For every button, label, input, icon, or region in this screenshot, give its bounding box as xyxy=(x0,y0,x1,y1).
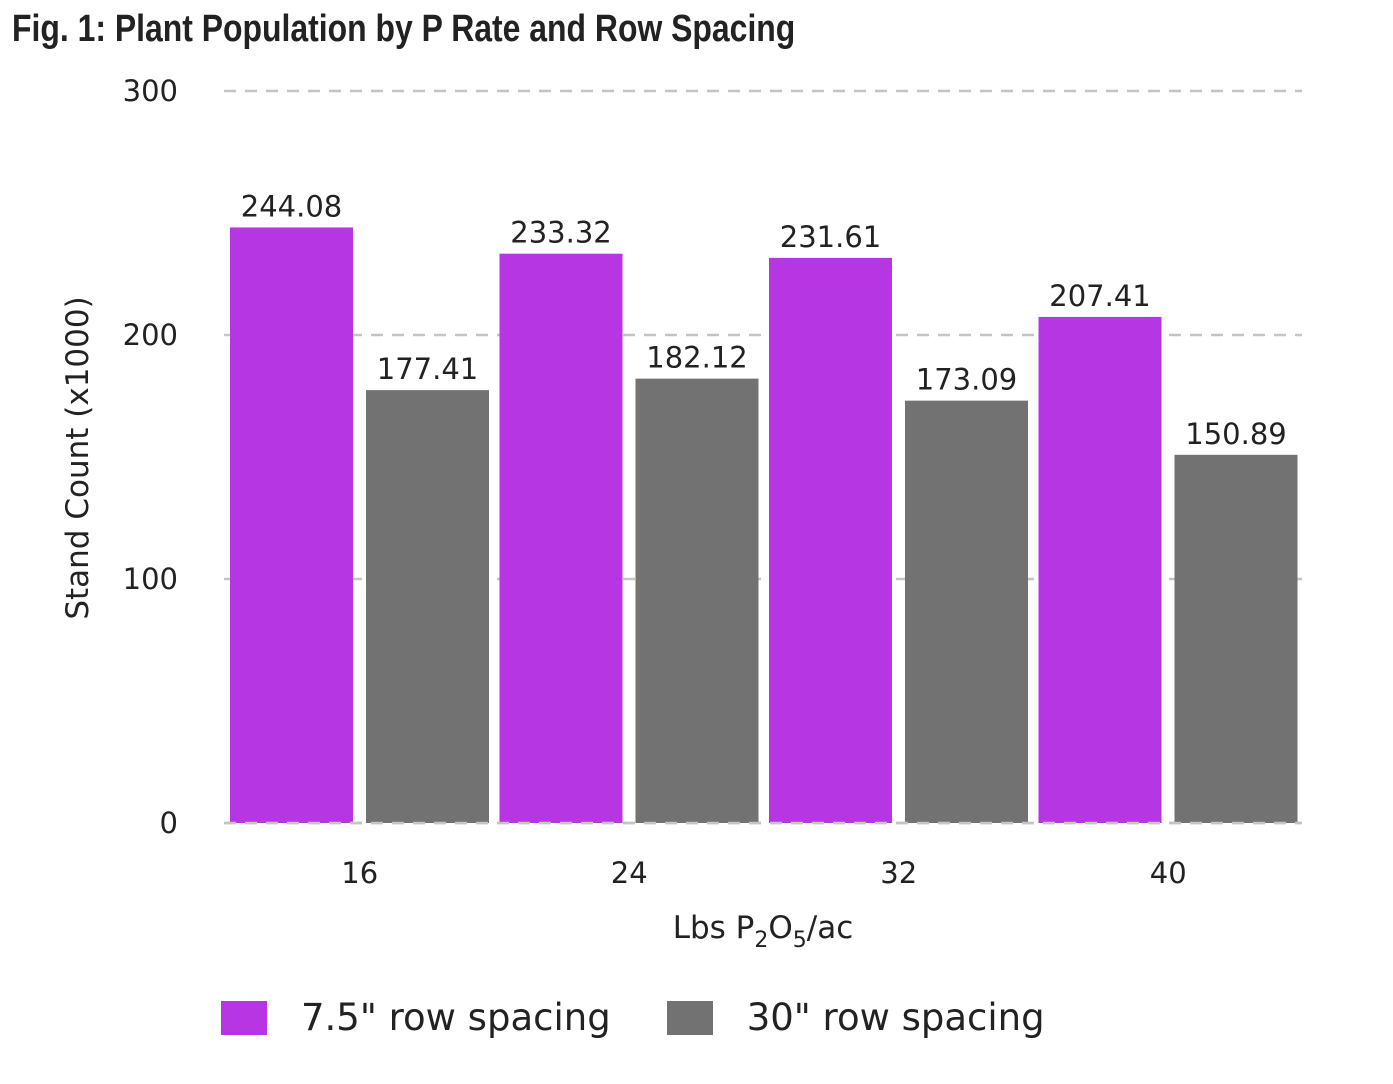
y-axis-ticks: 0 100 200 300 xyxy=(123,74,178,840)
x-axis-label-part: /ac xyxy=(807,910,854,946)
bar-narrow-row-24 xyxy=(499,253,623,823)
x-axis-label-subscript: 5 xyxy=(793,928,807,953)
data-labels: 244.08 177.41 233.32 182.12 231.61 173.09 207.… xyxy=(224,189,1302,825)
legend-swatch xyxy=(221,1000,267,1035)
bar-narrow-row-32 xyxy=(769,257,892,824)
bar-wide-row-40 xyxy=(1174,454,1298,823)
x-tick-label: 16 xyxy=(341,856,378,890)
legend-label: 7.5" row spacing xyxy=(301,996,611,1039)
y-tick-label: 200 xyxy=(123,318,178,352)
legend-item-30-row-spacing: 30" row spacing xyxy=(666,996,1045,1039)
legend-item-7-5-row-spacing: 7.5" row spacing xyxy=(221,996,611,1039)
x-tick-label: 40 xyxy=(1150,856,1187,890)
y-tick-label: 300 xyxy=(123,74,178,108)
bar-wide-row-16 xyxy=(366,390,489,823)
data-label: 231.61 xyxy=(780,220,881,254)
data-label: 182.12 xyxy=(646,341,747,375)
x-axis-label: Lbs P2O5/ac xyxy=(673,910,854,953)
data-label: 177.41 xyxy=(377,352,478,386)
legend-swatch xyxy=(666,1000,713,1035)
bar-narrow-row-40 xyxy=(1038,316,1162,823)
bars xyxy=(230,227,1298,824)
y-tick-label: 0 xyxy=(160,806,178,840)
data-label: 173.09 xyxy=(916,363,1017,397)
y-axis-label: Stand Count (x1000) xyxy=(60,296,96,619)
x-axis-label-subscript: 2 xyxy=(754,928,768,953)
data-label: 150.89 xyxy=(1185,417,1286,451)
x-axis-ticks: 16 24 32 40 xyxy=(341,856,1186,890)
data-label: 207.41 xyxy=(1049,279,1150,313)
x-axis-label-part: Lbs P xyxy=(673,910,755,946)
x-tick-label: 24 xyxy=(611,856,648,890)
x-tick-label: 32 xyxy=(880,856,917,890)
bar-narrow-row-16 xyxy=(230,227,353,823)
data-label: 233.32 xyxy=(510,216,611,250)
bar-wide-row-32 xyxy=(905,400,1028,823)
legend: 7.5" row spacing 30" row spacing xyxy=(0,996,1393,1039)
bar-wide-row-24 xyxy=(635,378,759,823)
legend-label: 30" row spacing xyxy=(746,996,1045,1039)
data-label: 244.08 xyxy=(241,189,342,223)
x-axis-label-part: O xyxy=(768,910,792,946)
y-tick-label: 100 xyxy=(123,562,178,596)
chart-title: Fig. 1: Plant Population by P Rate and R… xyxy=(12,8,796,50)
